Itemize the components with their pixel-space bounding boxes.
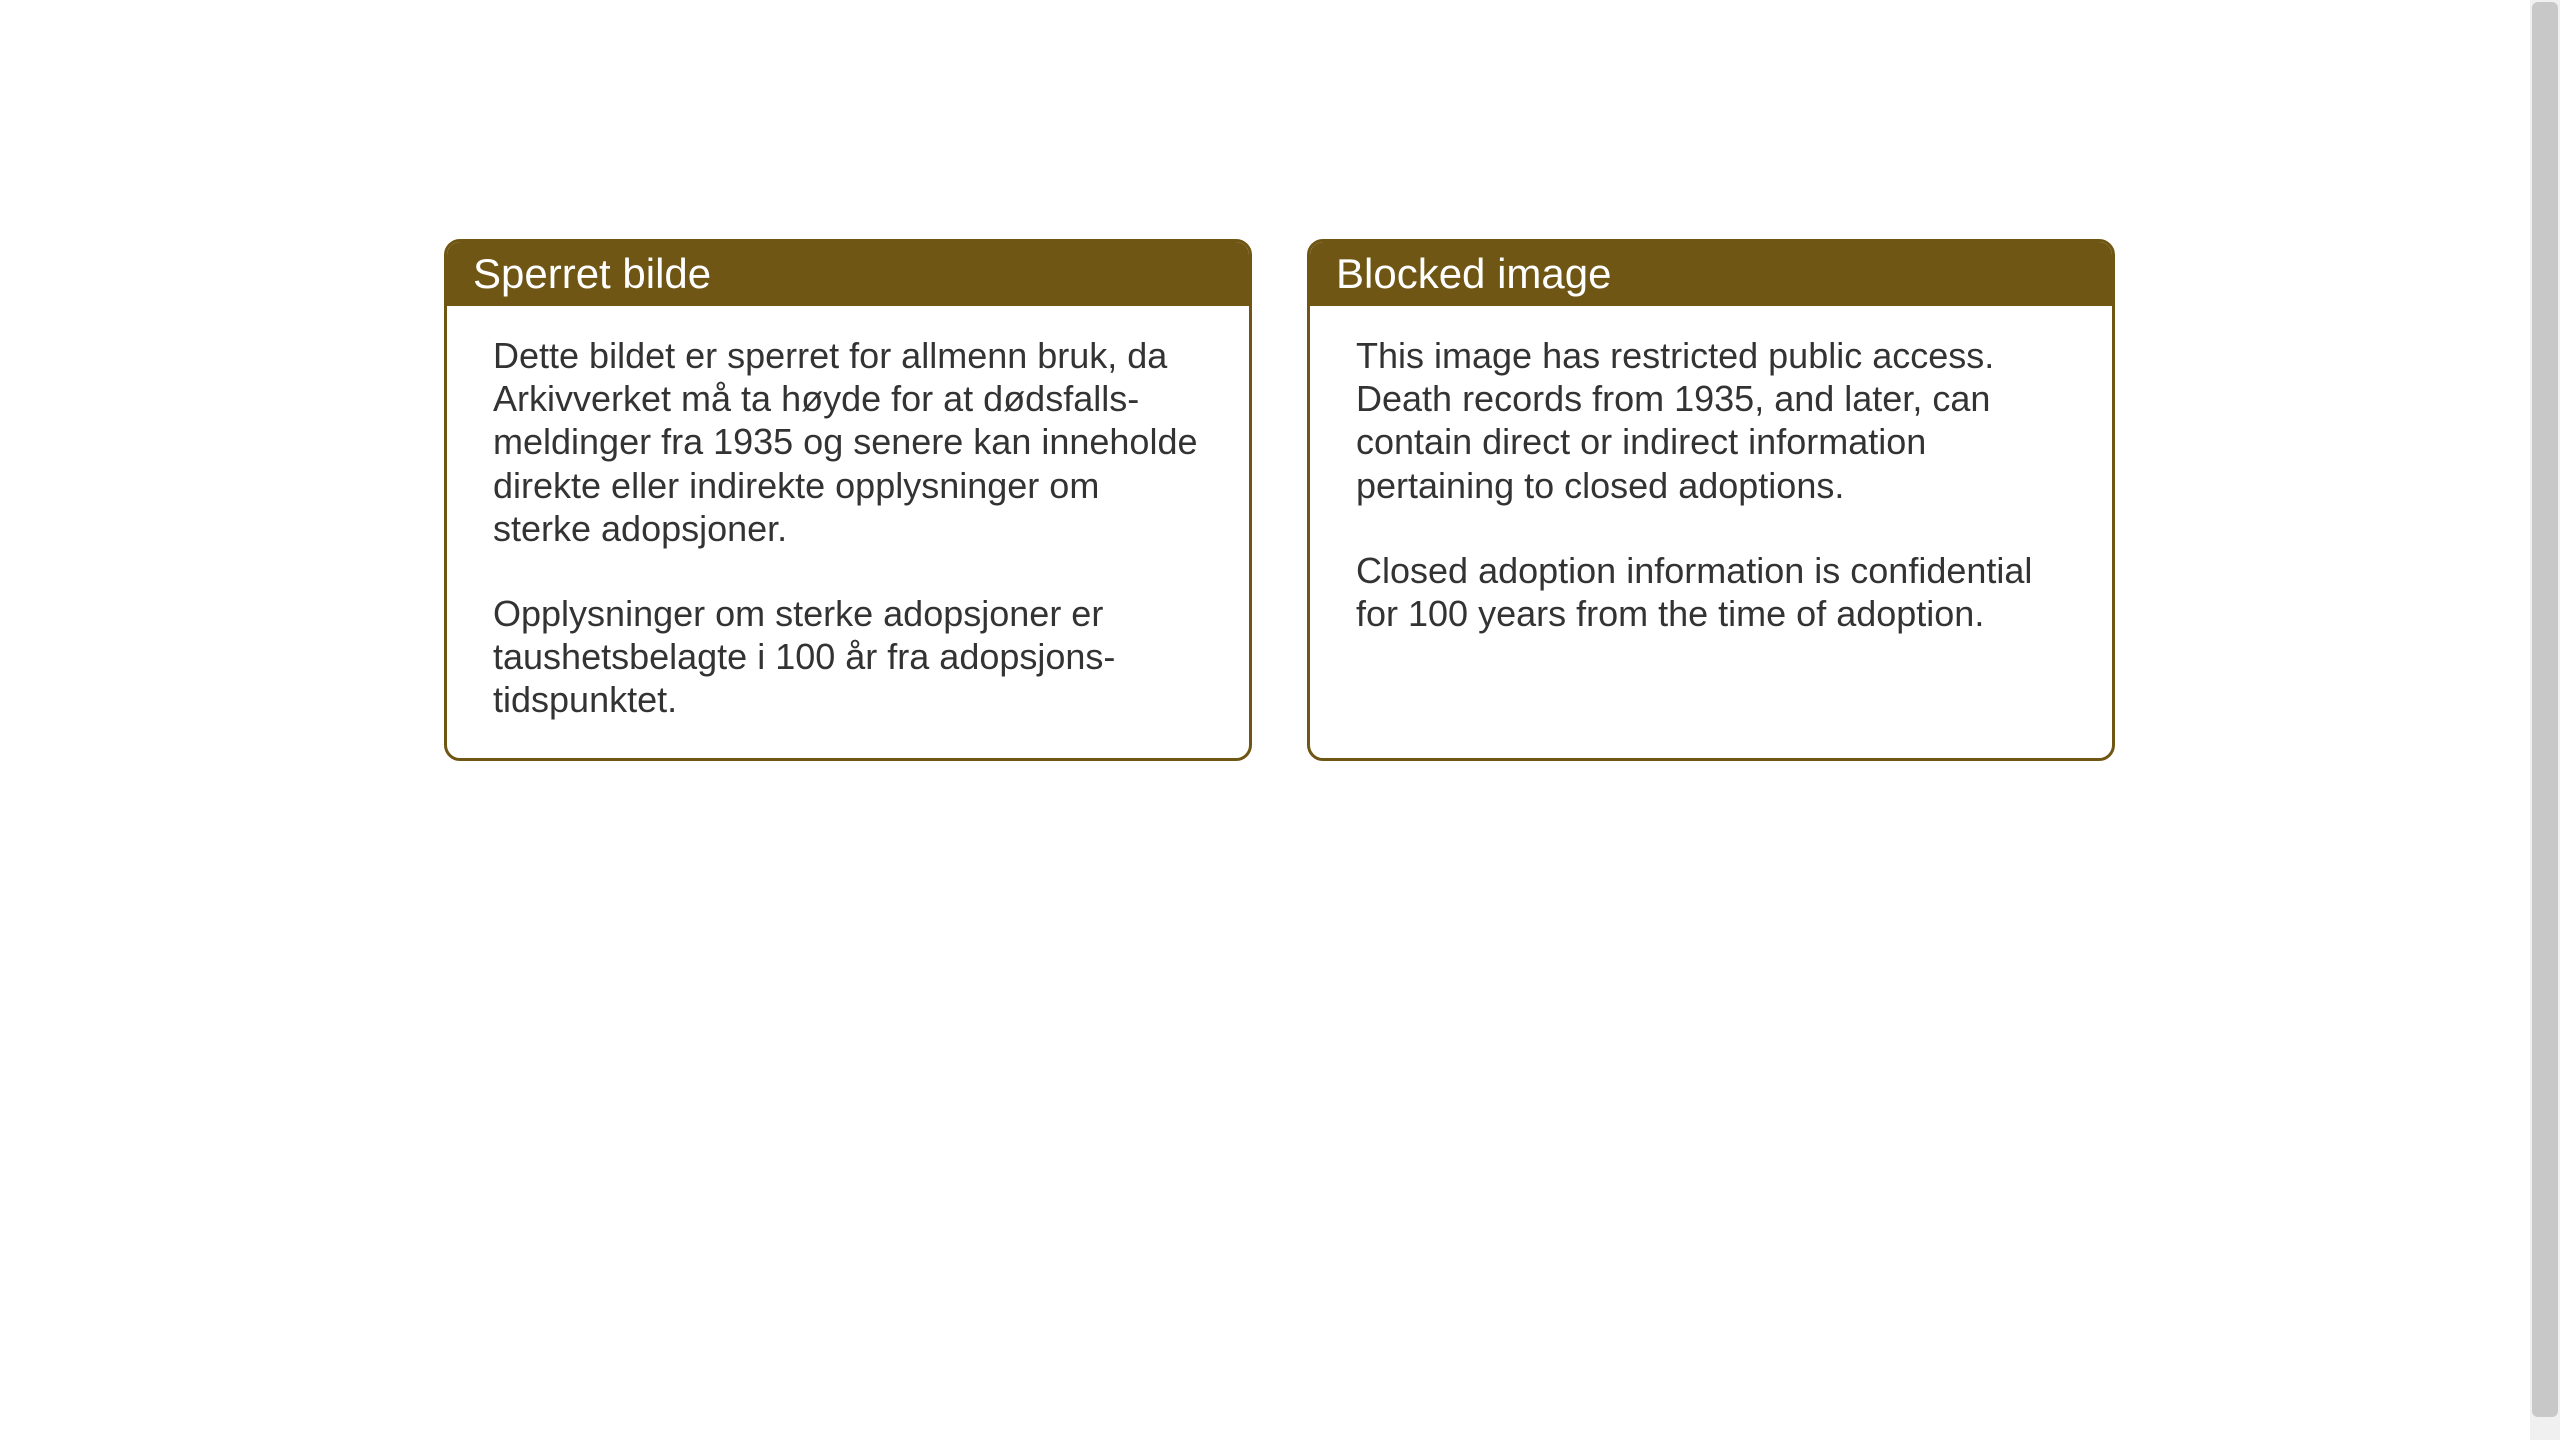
norwegian-paragraph-1: Dette bildet er sperret for allmenn bruk…	[493, 334, 1203, 550]
norwegian-card-body: Dette bildet er sperret for allmenn bruk…	[447, 306, 1249, 758]
english-card-title: Blocked image	[1310, 242, 2112, 306]
english-paragraph-2: Closed adoption information is confident…	[1356, 549, 2066, 635]
norwegian-paragraph-2: Opplysninger om sterke adopsjoner er tau…	[493, 592, 1203, 722]
scrollbar-thumb[interactable]	[2532, 2, 2558, 1417]
notice-container: Sperret bilde Dette bildet er sperret fo…	[444, 239, 2115, 761]
english-paragraph-1: This image has restricted public access.…	[1356, 334, 2066, 507]
scrollbar-track[interactable]	[2530, 0, 2560, 1440]
norwegian-card: Sperret bilde Dette bildet er sperret fo…	[444, 239, 1252, 761]
english-card-body: This image has restricted public access.…	[1310, 306, 2112, 671]
norwegian-card-title: Sperret bilde	[447, 242, 1249, 306]
english-card: Blocked image This image has restricted …	[1307, 239, 2115, 761]
